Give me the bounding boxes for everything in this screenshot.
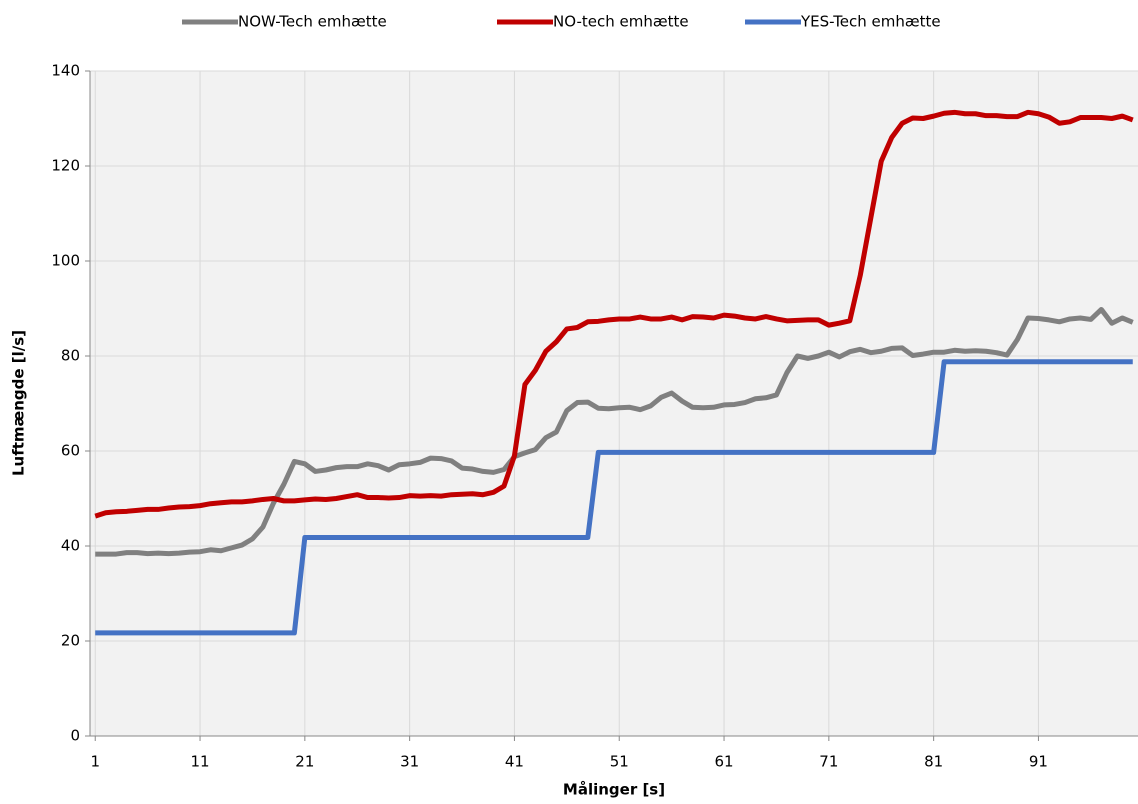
y-tick-label: 100 xyxy=(51,252,80,270)
x-tick-label: 21 xyxy=(295,753,314,771)
legend-label: NO-tech emhætte xyxy=(553,13,689,31)
x-tick-label: 31 xyxy=(400,753,419,771)
x-tick-label: 41 xyxy=(505,753,524,771)
y-tick-label: 20 xyxy=(61,632,80,650)
y-tick-label: 120 xyxy=(51,157,80,175)
y-tick-label: 60 xyxy=(61,442,80,460)
x-tick-label: 81 xyxy=(924,753,943,771)
y-axis-title: Luftmængde [l/s] xyxy=(10,330,28,476)
x-tick-label: 71 xyxy=(819,753,838,771)
y-tick-label: 140 xyxy=(51,62,80,80)
x-tick-label: 1 xyxy=(90,753,100,771)
series-line xyxy=(95,306,1134,557)
plot-area xyxy=(90,71,1138,736)
series-line xyxy=(94,109,1134,519)
x-tick-label: 51 xyxy=(610,753,629,771)
x-tick-label: 11 xyxy=(190,753,209,771)
legend-label: YES-Tech emhætte xyxy=(800,13,941,31)
series-line xyxy=(95,359,1133,636)
y-tick-label: 40 xyxy=(61,537,80,555)
x-axis-title: Målinger [s] xyxy=(563,781,665,799)
x-tick-label: 91 xyxy=(1029,753,1048,771)
x-tick-label: 61 xyxy=(714,753,733,771)
legend-label: NOW-Tech emhætte xyxy=(238,13,387,31)
y-tick-label: 0 xyxy=(70,727,80,745)
y-tick-label: 80 xyxy=(61,347,80,365)
